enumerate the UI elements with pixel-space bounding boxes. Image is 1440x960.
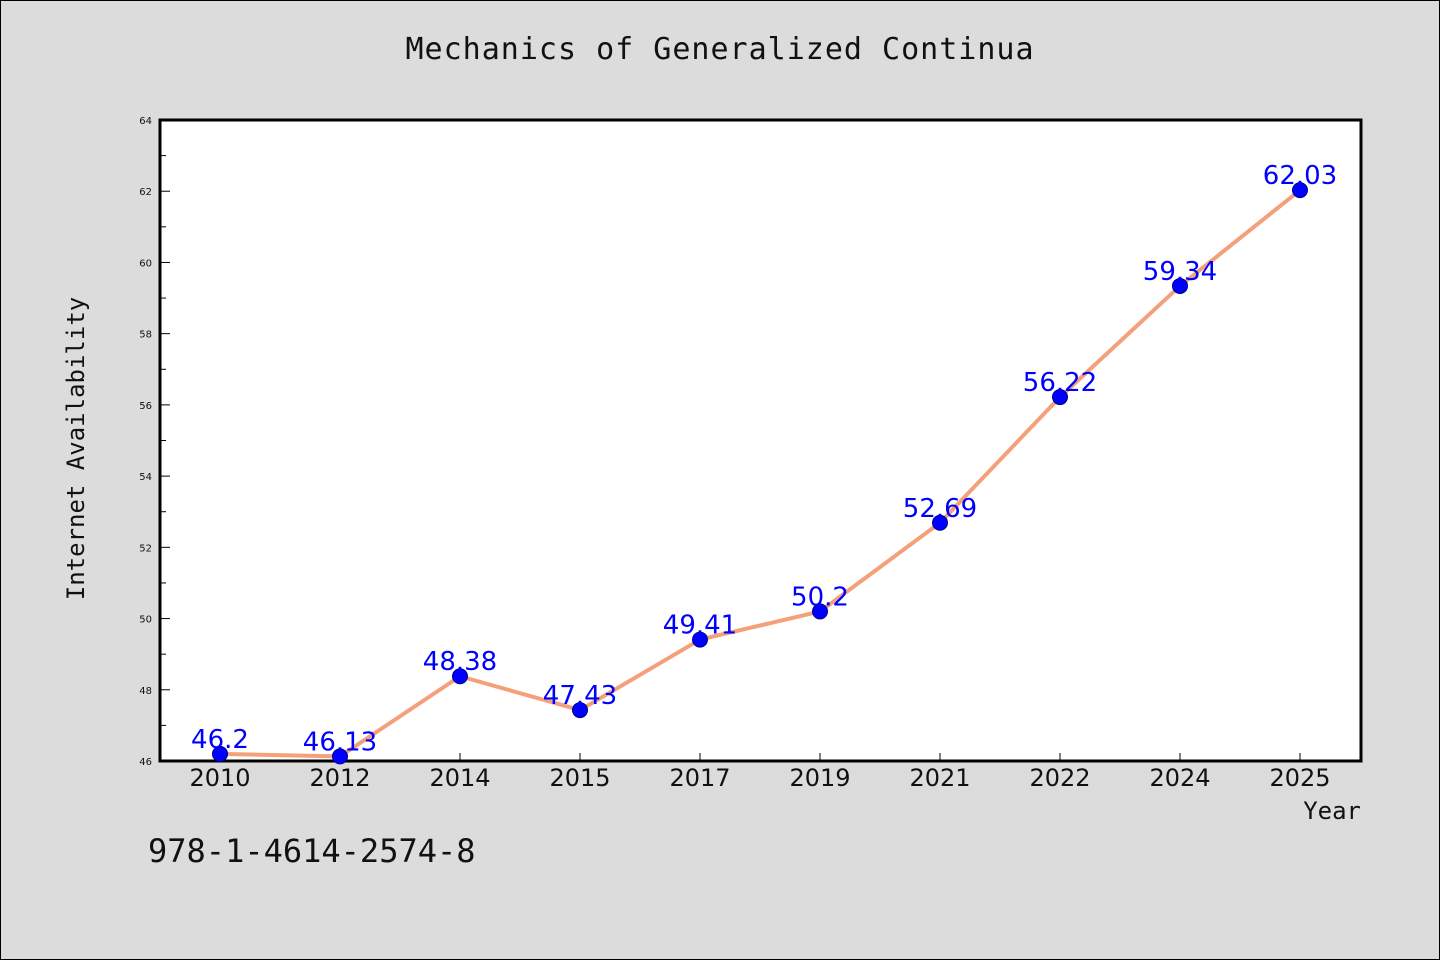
x-tick-label: 2010 [189, 764, 250, 792]
x-tick-label: 2021 [909, 764, 970, 792]
x-tick-label: 2014 [429, 764, 490, 792]
y-tick-label: 46 [139, 757, 152, 768]
data-label: 46.2 [191, 725, 249, 755]
series-group: 46.2 46.13 48.38 47.43 49.41 50.2 52.69 56.22 59… [191, 161, 1337, 765]
data-point [1292, 182, 1308, 199]
x-axis-title: Year [1303, 797, 1361, 825]
data-label: 62.03 [1263, 161, 1337, 191]
data-label: 52.69 [903, 494, 977, 524]
x-tick-label: 2019 [789, 764, 850, 792]
y-tick-label: 48 [139, 686, 152, 697]
data-label: 56.22 [1023, 368, 1097, 398]
data-label: 59.34 [1143, 257, 1217, 287]
y-tick-label: 62 [139, 187, 152, 198]
y-tick-label: 60 [139, 258, 152, 269]
y-tick-label: 52 [139, 543, 152, 554]
data-point [212, 745, 228, 762]
chart-title: Mechanics of Generalized Continua [405, 32, 1035, 67]
data-label: 48.38 [423, 647, 497, 677]
y-tick-label: 64 [139, 116, 152, 127]
data-point [1052, 389, 1068, 406]
x-tick-label: 2017 [669, 764, 730, 792]
series-line [218, 188, 1302, 759]
y-axis: 46 48 50 52 54 56 58 60 62 64 [139, 116, 170, 768]
x-tick-label: 2025 [1269, 764, 1330, 792]
data-point [1172, 277, 1188, 294]
data-point [572, 702, 588, 719]
data-label: 49.41 [663, 611, 737, 641]
data-label: 47.43 [543, 681, 617, 711]
x-tick-label: 2022 [1029, 764, 1090, 792]
plot-area [158, 118, 1363, 763]
data-point [932, 514, 948, 531]
y-tick-label: 56 [139, 401, 152, 412]
data-label: 50.2 [791, 582, 849, 612]
data-point [692, 631, 708, 648]
y-tick-label: 58 [139, 330, 152, 341]
y-tick-label: 50 [139, 615, 152, 626]
isbn-label: 978-1-4614-2574-8 [148, 832, 476, 870]
x-tick-label: 2012 [309, 764, 370, 792]
data-label: 46.13 [303, 727, 377, 757]
y-tick-label: 54 [139, 472, 152, 483]
data-point [332, 748, 348, 765]
x-tick-label: 2015 [549, 764, 610, 792]
x-axis: 2010 2012 2014 2015 2017 2019 2021 2022 2024 2025 [189, 753, 1331, 792]
x-tick-label: 2024 [1149, 764, 1210, 792]
y-axis-title: Internet Availability [62, 297, 90, 600]
data-point [452, 668, 468, 685]
data-point [812, 603, 828, 620]
